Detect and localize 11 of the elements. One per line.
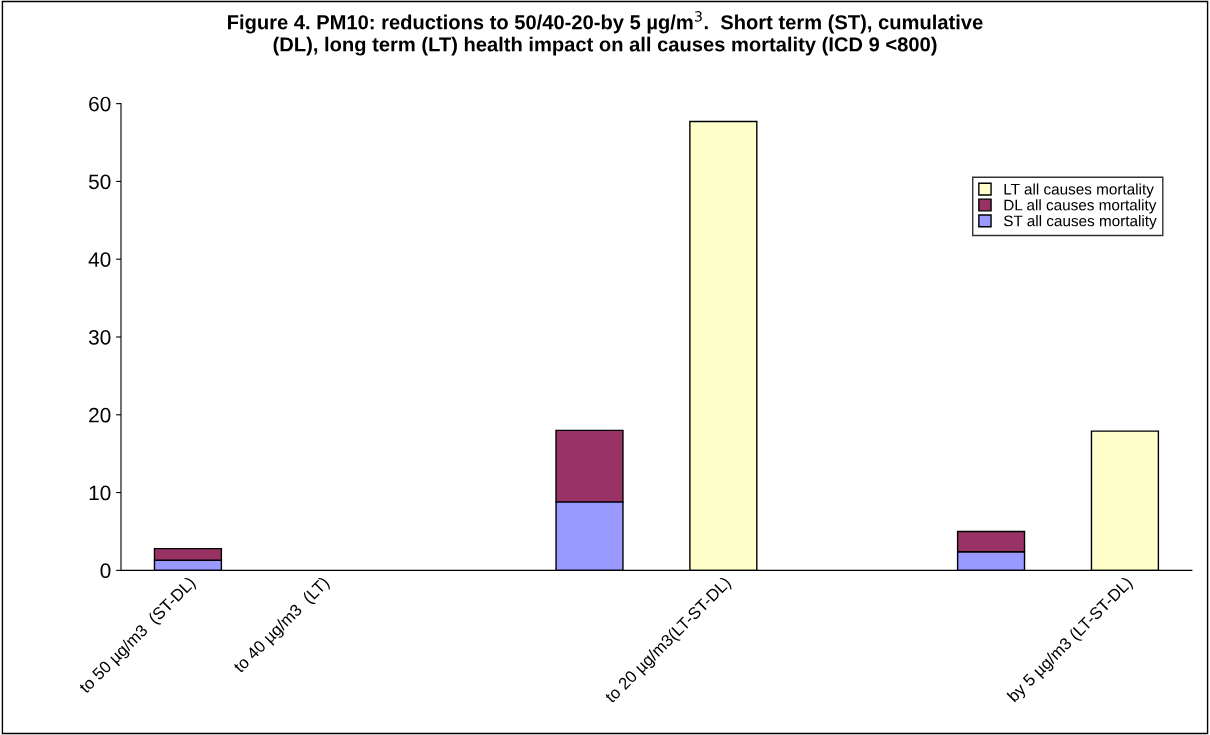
- y-tick-label: 60: [89, 96, 111, 112]
- y-tick-label: 30: [88, 330, 111, 345]
- y-tick-label: 10: [89, 485, 111, 501]
- legend-label: ST all causes mortality: [1003, 215, 1157, 230]
- y-tick-label: 50: [88, 174, 111, 190]
- y-tick-label: 40: [88, 252, 111, 267]
- legend-label: LT all causes mortality: [1004, 183, 1154, 198]
- y-tick-label: 0: [100, 563, 111, 579]
- legend-label: DL all causes mortality: [1004, 199, 1157, 214]
- chart-title: Figure 4. PM10: reductions to 50/40-20-by 5 µg/m$^{3}$. Short term (ST), cumulative (DL), long term (LT) health impact on all causes mortality (ICD 9 <800): [228, 11, 983, 56]
- y-tick-label: 20: [89, 407, 111, 423]
